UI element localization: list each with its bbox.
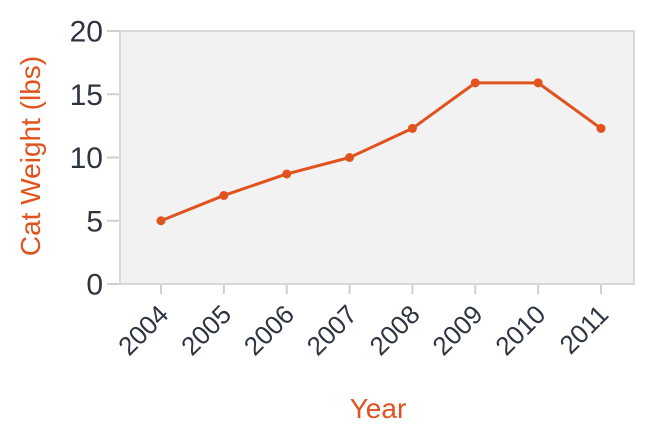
y-axis-title: Cat Weight (lbs) xyxy=(15,56,46,256)
x-tick-label: 2005 xyxy=(175,299,237,361)
x-axis-title: Year xyxy=(350,393,407,424)
data-point xyxy=(219,190,229,200)
x-tick-label: 2008 xyxy=(364,299,426,361)
data-point xyxy=(282,169,292,179)
x-tick-label: 2009 xyxy=(426,299,488,361)
data-point xyxy=(533,78,543,88)
data-point xyxy=(345,153,355,162)
x-tick-label: 2007 xyxy=(301,299,363,361)
y-tick-label: 20 xyxy=(70,16,103,49)
data-point xyxy=(407,123,417,133)
y-tick-label: 0 xyxy=(86,269,103,302)
data-point xyxy=(470,78,480,88)
x-axis-ticks: 2004 2005 2006 2007 2008 2009 2010 2011 xyxy=(112,285,614,361)
line-series xyxy=(156,78,606,226)
y-tick-label: 15 xyxy=(70,79,103,112)
x-tick-label: 2011 xyxy=(553,299,614,360)
data-point xyxy=(156,216,166,226)
data-point xyxy=(596,123,606,133)
x-tick-label: 2010 xyxy=(489,299,551,361)
x-tick-label: 2006 xyxy=(238,299,300,361)
plot-area xyxy=(119,30,635,285)
series-line xyxy=(159,81,603,223)
y-tick-label: 10 xyxy=(70,142,103,175)
x-tick-label: 2004 xyxy=(112,299,174,361)
y-axis-ticks: 0 5 10 15 20 xyxy=(70,16,119,302)
y-tick-label: 5 xyxy=(86,205,103,238)
